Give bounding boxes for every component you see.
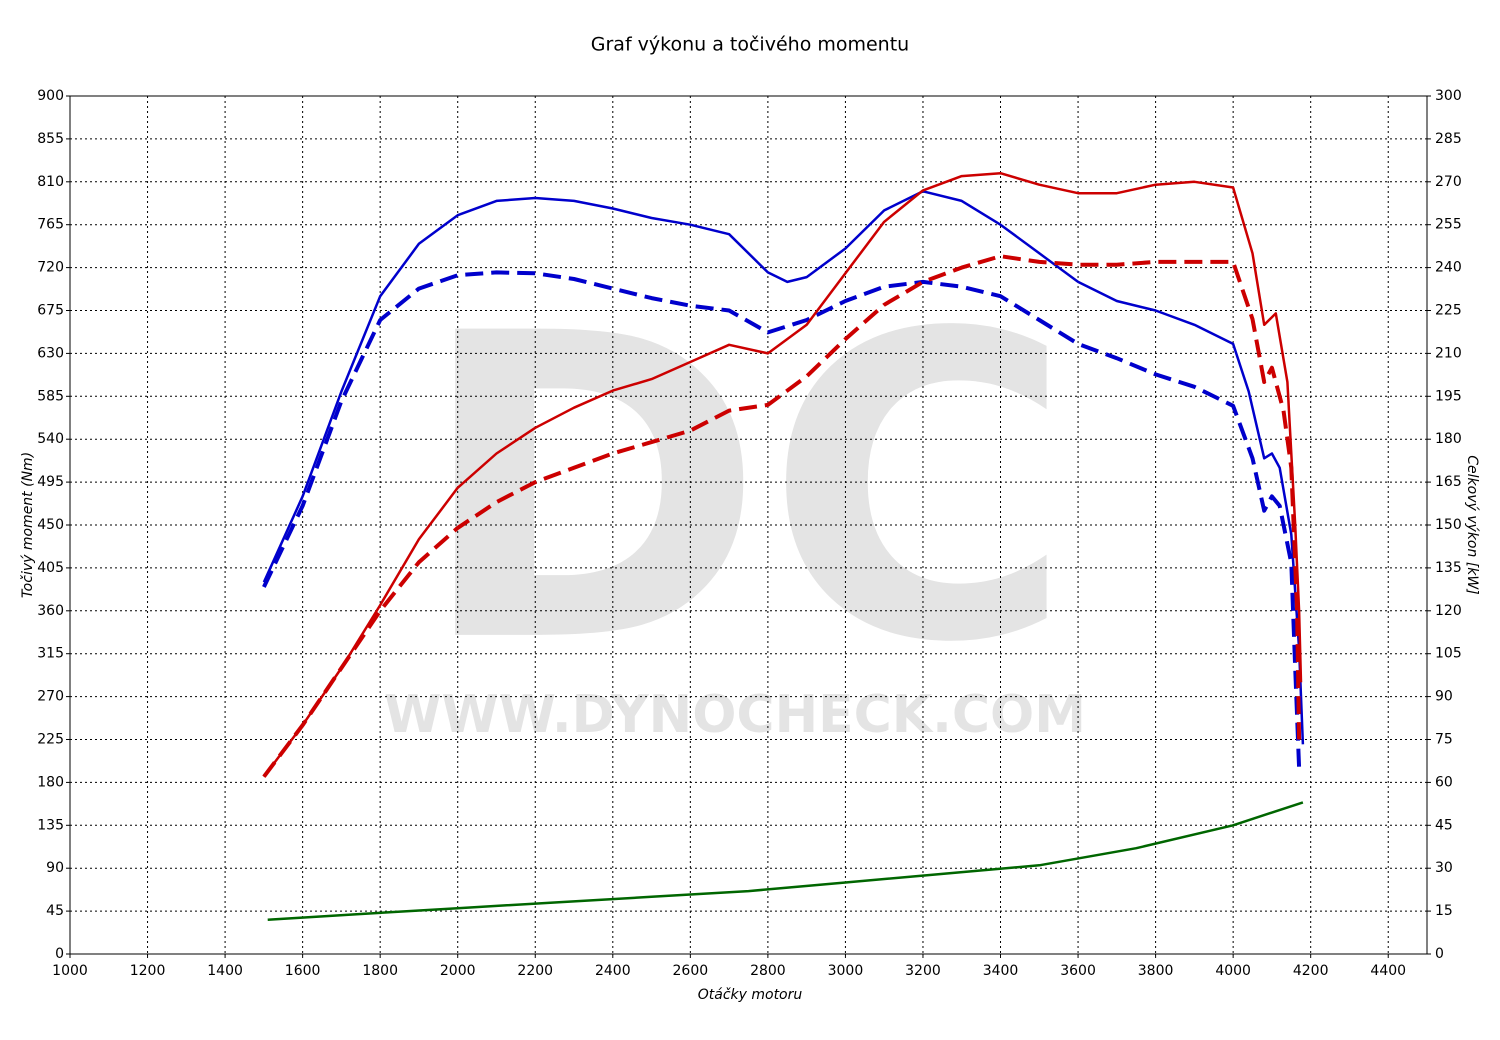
- y-tick-label: 90: [46, 860, 64, 876]
- y2-tick-label: 270: [1435, 174, 1462, 190]
- y-tick-label: 855: [37, 131, 64, 147]
- series-line: [262, 171, 1303, 778]
- x-tick-label: 1600: [285, 963, 321, 979]
- y-tick-label: 900: [37, 88, 64, 104]
- chart-title: Graf výkonu a točivého momentu: [591, 34, 909, 56]
- x-tick-label: 3400: [983, 963, 1019, 979]
- y-tick-label: 405: [37, 560, 64, 576]
- y2-tick-label: 60: [1435, 774, 1453, 790]
- y-tick-label: 45: [46, 903, 64, 919]
- y2-tick-label: 285: [1435, 131, 1462, 147]
- watermark-url: WWW.DYNOCHECK.COM: [384, 685, 1086, 745]
- y2-axis-label: Celkový výkon [kW]: [1464, 455, 1480, 594]
- series-line: [262, 254, 1302, 778]
- y-tick-label: 720: [37, 260, 64, 276]
- x-tick-label: 4000: [1215, 963, 1251, 979]
- y-tick-label: 360: [37, 603, 64, 619]
- y-tick-label: 540: [37, 431, 64, 447]
- y2-tick-label: 30: [1435, 860, 1453, 876]
- x-tick-label: 1800: [362, 963, 398, 979]
- x-axis-label: Otáčky motoru: [698, 987, 803, 1003]
- x-tick-label: 3600: [1060, 963, 1096, 979]
- plot-frame: [69, 95, 1428, 955]
- y2-tick-label: 225: [1435, 303, 1462, 319]
- x-tick-label: 2200: [517, 963, 553, 979]
- y2-tick-label: 75: [1435, 732, 1453, 748]
- y2-tick-label: 240: [1435, 260, 1462, 276]
- y2-tick-label: 165: [1435, 474, 1462, 490]
- watermark-logo: DC: [417, 246, 1074, 735]
- y2-tick-label: 0: [1435, 946, 1444, 962]
- y-tick-label: 135: [37, 817, 64, 833]
- y-tick-label: 450: [37, 517, 64, 533]
- series-line: [267, 801, 1304, 921]
- x-tick-label: 2600: [673, 963, 709, 979]
- y-tick-label: 585: [37, 388, 64, 404]
- x-tick-label: 3800: [1138, 963, 1174, 979]
- y-tick-label: 810: [37, 174, 64, 190]
- y2-tick-label: 255: [1435, 217, 1462, 233]
- x-tick-label: 4400: [1370, 963, 1406, 979]
- y-tick-label: 765: [37, 217, 64, 233]
- x-tick-label: 1200: [130, 963, 166, 979]
- y2-tick-label: 135: [1435, 560, 1462, 576]
- y-tick-label: 270: [37, 689, 64, 705]
- y2-tick-label: 105: [1435, 646, 1462, 662]
- series-line: [262, 190, 1305, 745]
- y-tick-label: 0: [55, 946, 64, 962]
- x-tick-label: 2800: [750, 963, 786, 979]
- x-tick-label: 2400: [595, 963, 631, 979]
- x-tick-label: 3000: [828, 963, 864, 979]
- y2-tick-label: 210: [1435, 345, 1462, 361]
- y-tick-label: 675: [37, 303, 64, 319]
- x-tick-label: 4200: [1293, 963, 1329, 979]
- y2-tick-label: 300: [1435, 88, 1462, 104]
- series-line: [262, 270, 1302, 769]
- x-tick-label: 2000: [440, 963, 476, 979]
- x-tick-label: 1000: [52, 963, 88, 979]
- x-tick-label: 1400: [207, 963, 243, 979]
- y2-tick-label: 180: [1435, 431, 1462, 447]
- y2-tick-label: 90: [1435, 689, 1453, 705]
- y2-tick-label: 45: [1435, 817, 1453, 833]
- y-tick-label: 630: [37, 345, 64, 361]
- y-tick-label: 180: [37, 774, 64, 790]
- y-tick-label: 315: [37, 646, 64, 662]
- y2-tick-label: 120: [1435, 603, 1462, 619]
- y2-tick-label: 15: [1435, 903, 1453, 919]
- y-tick-label: 495: [37, 474, 64, 490]
- y-tick-label: 225: [37, 732, 64, 748]
- y2-tick-label: 195: [1435, 388, 1462, 404]
- y2-tick-label: 150: [1435, 517, 1462, 533]
- y-axis-label: Točivý moment (Nm): [20, 452, 36, 598]
- x-tick-label: 3200: [905, 963, 941, 979]
